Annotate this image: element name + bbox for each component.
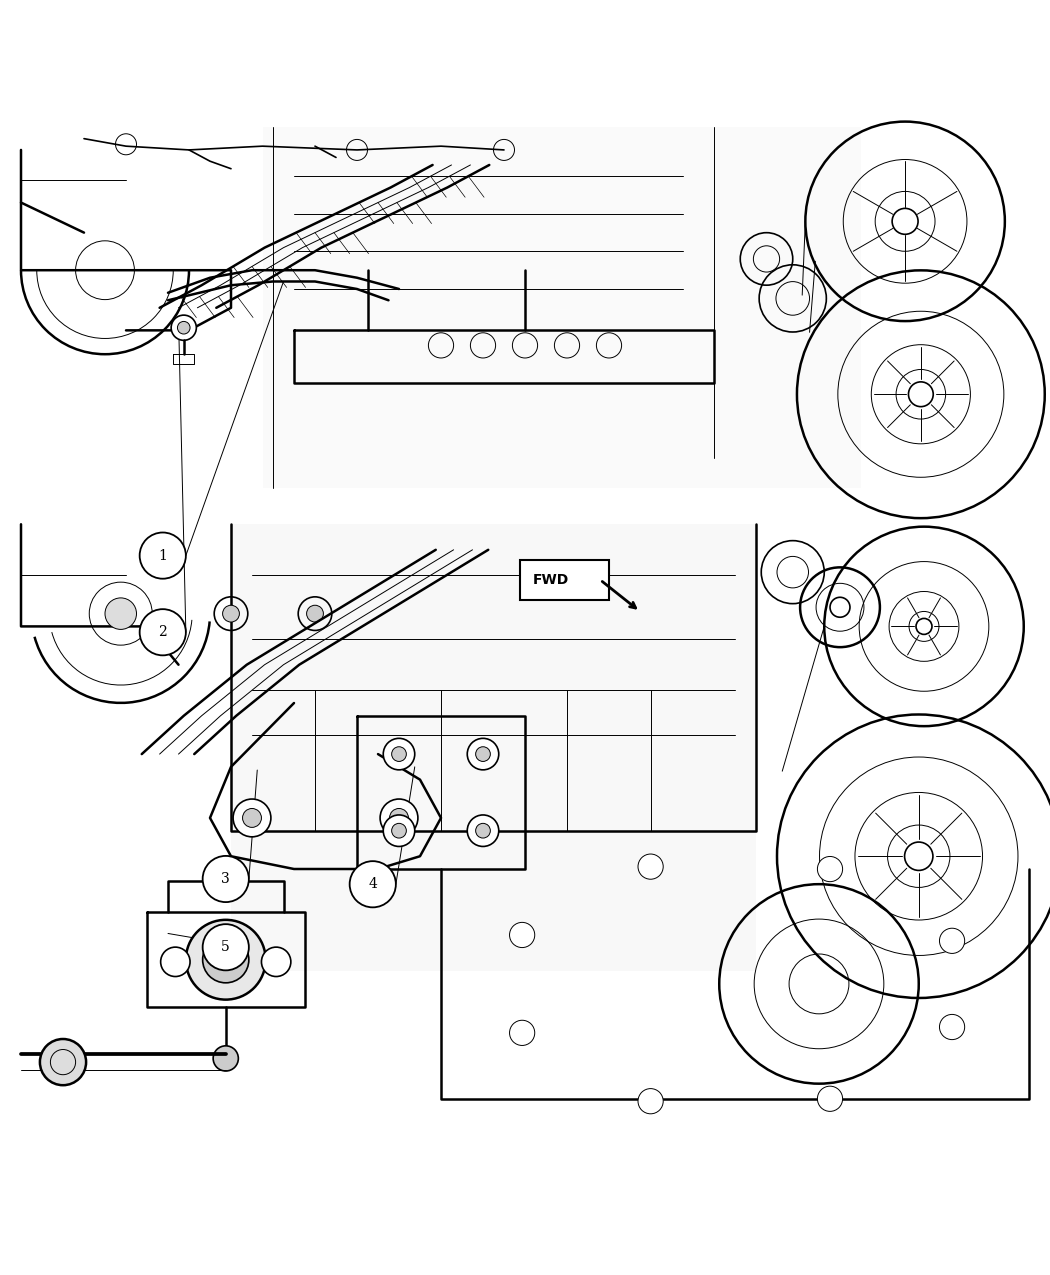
Circle shape xyxy=(171,315,196,340)
Circle shape xyxy=(392,824,406,838)
Circle shape xyxy=(233,799,271,836)
Text: 3: 3 xyxy=(222,872,230,886)
Circle shape xyxy=(223,606,239,622)
Circle shape xyxy=(40,1039,86,1085)
Circle shape xyxy=(392,747,406,761)
Circle shape xyxy=(638,854,664,880)
Circle shape xyxy=(177,321,190,334)
Circle shape xyxy=(940,1015,965,1039)
Circle shape xyxy=(383,738,415,770)
Circle shape xyxy=(467,738,499,770)
Circle shape xyxy=(380,799,418,836)
Text: 1: 1 xyxy=(159,548,167,562)
Circle shape xyxy=(476,747,490,761)
Circle shape xyxy=(940,928,965,954)
Circle shape xyxy=(161,947,190,977)
Circle shape xyxy=(817,1086,842,1112)
Circle shape xyxy=(105,598,136,630)
Circle shape xyxy=(140,609,186,655)
FancyBboxPatch shape xyxy=(520,560,609,599)
Circle shape xyxy=(203,924,249,970)
Text: 2: 2 xyxy=(159,625,167,639)
Circle shape xyxy=(509,922,534,947)
Circle shape xyxy=(390,808,408,827)
Circle shape xyxy=(203,937,249,983)
Circle shape xyxy=(817,857,842,882)
Circle shape xyxy=(186,919,266,1000)
Circle shape xyxy=(243,808,261,827)
Circle shape xyxy=(215,949,236,970)
Circle shape xyxy=(140,533,186,579)
Polygon shape xyxy=(231,524,756,972)
Text: 5: 5 xyxy=(222,940,230,954)
Circle shape xyxy=(638,1089,664,1114)
Circle shape xyxy=(261,947,291,977)
Polygon shape xyxy=(262,128,861,488)
Circle shape xyxy=(350,861,396,908)
Circle shape xyxy=(203,856,249,903)
Circle shape xyxy=(383,815,415,847)
Circle shape xyxy=(509,1020,534,1045)
Circle shape xyxy=(467,815,499,847)
Text: FWD: FWD xyxy=(532,572,569,586)
Circle shape xyxy=(476,824,490,838)
Circle shape xyxy=(307,606,323,622)
Circle shape xyxy=(213,1046,238,1071)
Text: 4: 4 xyxy=(369,877,377,891)
